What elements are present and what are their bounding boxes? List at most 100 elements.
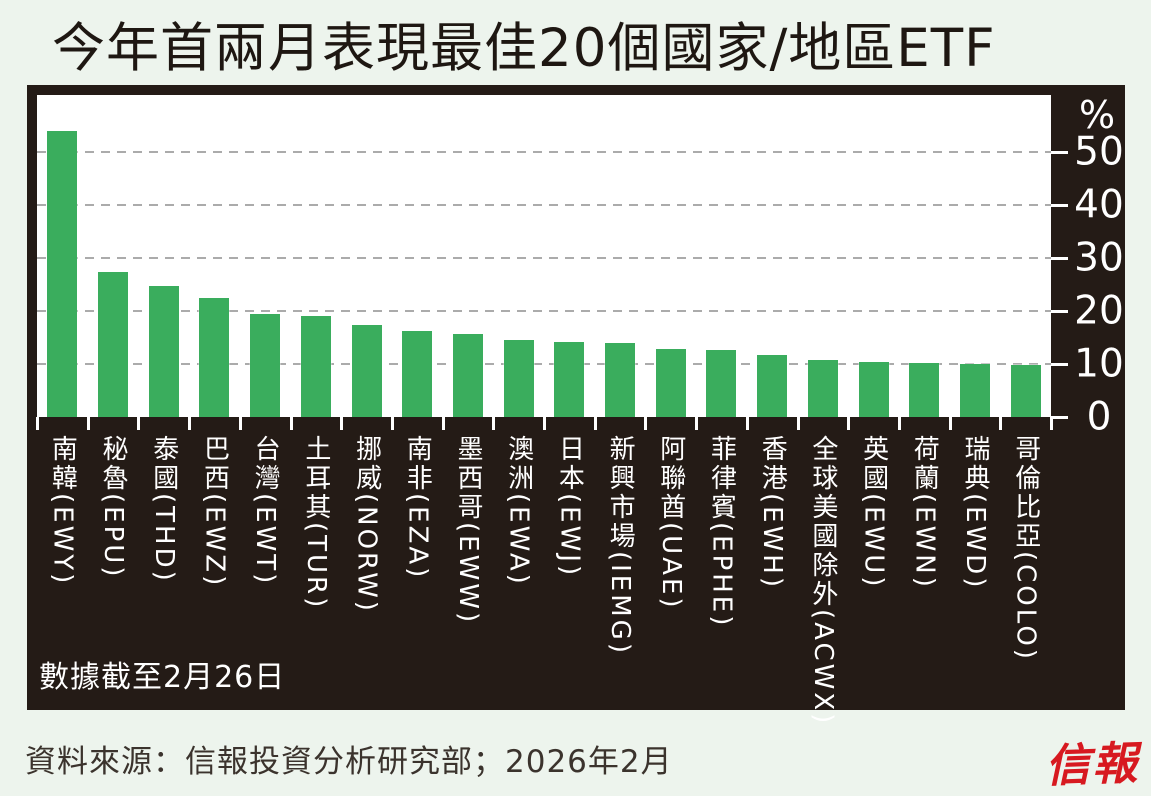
label-slot-EPU: 秘魯(EPU) — [88, 435, 139, 705]
category-label: 南韓(EWY) — [47, 435, 78, 587]
bar-EWH — [757, 355, 788, 417]
category-label: 全球美國除外(ACWX) — [807, 435, 838, 727]
category-label: 荷蘭(EWN) — [909, 435, 940, 590]
category-label: 澳洲(EWA) — [503, 435, 534, 587]
label-slot-EWA: 澳洲(EWA) — [493, 435, 544, 705]
data-cutoff-note: 數據截至2月26日 — [39, 660, 286, 695]
bar-slot-UAE — [645, 95, 696, 417]
label-slot-NORW: 挪威(NORW) — [341, 435, 392, 705]
x-tick-10 — [543, 417, 546, 430]
bar-EWT — [250, 314, 281, 417]
x-tick-18 — [949, 417, 952, 430]
category-label: 南非(EZA) — [402, 435, 433, 581]
bar-slot-EWU — [848, 95, 899, 417]
y-tick-label-10: 10 — [1074, 341, 1124, 387]
chart-frame: % 南韓(EWY) 秘魯(EPU) 泰國(THD) 巴西(EWZ) 台灣(EWT) 土耳其… — [27, 85, 1125, 727]
category-label: 台灣(EWT) — [250, 435, 281, 587]
bar-COLO — [1010, 365, 1041, 417]
gridline-50 — [37, 151, 1051, 153]
x-tick-12 — [644, 417, 647, 430]
label-slot-COLO: 哥倫比亞(COLO) — [1000, 435, 1051, 705]
label-slot-TUR: 土耳其(TUR) — [291, 435, 342, 705]
category-label: 香港(EWH) — [757, 435, 788, 590]
category-label: 挪威(NORW) — [351, 435, 382, 614]
x-tick-3 — [188, 417, 191, 430]
bar-slot-EWW — [443, 95, 494, 417]
bar-slot-EWJ — [544, 95, 595, 417]
label-slot-UAE: 阿聯酋(UAE) — [645, 435, 696, 705]
bar-ACWX — [807, 359, 838, 417]
bar-slot-EPU — [88, 95, 139, 417]
x-tick-9 — [492, 417, 495, 430]
bar-EWJ — [554, 341, 585, 417]
gridline-10 — [37, 363, 1051, 365]
bar-slot-EWH — [747, 95, 798, 417]
y-tick-30 — [1051, 257, 1068, 260]
x-tick-1 — [87, 417, 90, 430]
bar-EWD — [960, 364, 990, 417]
bar-slot-EWT — [240, 95, 291, 417]
y-tick-40 — [1051, 204, 1068, 207]
bar-EWZ — [199, 298, 230, 417]
bar-series — [37, 95, 1051, 417]
hkej-logo: 信報 — [1044, 736, 1141, 793]
bar-slot-COLO — [1000, 95, 1051, 417]
label-slot-EWW: 墨西哥(EWW) — [443, 435, 494, 705]
category-label: 哥倫比亞(COLO) — [1010, 435, 1041, 662]
y-tick-0 — [1051, 416, 1068, 419]
x-tick-5 — [290, 417, 293, 430]
bar-slot-NORW — [341, 95, 392, 417]
x-tick-17 — [898, 417, 901, 430]
x-tick-15 — [797, 417, 800, 430]
x-tick-6 — [340, 417, 343, 430]
bar-slot-IEMG — [595, 95, 646, 417]
label-slot-EWT: 台灣(EWT) — [240, 435, 291, 705]
x-tick-7 — [391, 417, 394, 430]
x-tick-8 — [442, 417, 445, 430]
x-tick-4 — [239, 417, 242, 430]
y-tick-20 — [1051, 310, 1068, 313]
x-tick-0 — [36, 417, 39, 430]
category-label: 土耳其(TUR) — [300, 435, 331, 611]
bar-slot-ACWX — [798, 95, 849, 417]
category-label: 秘魯(EPU) — [98, 435, 129, 580]
category-label-row: 南韓(EWY) 秘魯(EPU) 泰國(THD) 巴西(EWZ) 台灣(EWT) 土耳其(T… — [37, 435, 1051, 727]
y-tick-label-40: 40 — [1074, 182, 1124, 228]
y-tick-50 — [1051, 151, 1068, 154]
x-tick-19 — [999, 417, 1002, 430]
category-label: 阿聯酋(UAE) — [655, 435, 686, 611]
x-tick-13 — [695, 417, 698, 430]
category-label: 日本(EWJ) — [554, 435, 585, 579]
category-label: 泰國(THD) — [148, 435, 179, 584]
label-slot-EWZ: 巴西(EWZ) — [189, 435, 240, 705]
label-slot-IEMG: 新興市場(IEMG) — [595, 435, 646, 705]
label-slot-EWH: 香港(EWH) — [747, 435, 798, 705]
y-axis-unit-label: % — [1078, 93, 1116, 137]
label-slot-THD: 泰國(THD) — [138, 435, 189, 705]
bar-TUR — [300, 316, 331, 417]
label-slot-EZA: 南非(EZA) — [392, 435, 443, 705]
gridline-30 — [37, 257, 1051, 259]
bar-UAE — [655, 349, 686, 417]
bar-EZA — [402, 331, 433, 417]
bar-slot-EPHE — [696, 95, 747, 417]
bar-slot-EWZ — [189, 95, 240, 417]
y-tick-label-50: 50 — [1074, 129, 1124, 175]
category-label: 新興市場(IEMG) — [605, 435, 636, 656]
label-slot-EWN: 荷蘭(EWN) — [899, 435, 950, 705]
y-tick-label-0: 0 — [1086, 394, 1112, 440]
gridline-40 — [37, 204, 1051, 206]
bar-slot-EWN — [899, 95, 950, 417]
label-slot-EWJ: 日本(EWJ) — [544, 435, 595, 705]
bar-EWY — [47, 130, 78, 417]
bar-EWU — [858, 361, 889, 417]
bar-slot-TUR — [291, 95, 342, 417]
label-slot-ACWX: 全球美國除外(ACWX) — [798, 435, 849, 727]
bar-slot-EWY — [37, 95, 88, 417]
page-title: 今年首兩月表現最佳20個國家/地區ETF — [52, 18, 996, 79]
category-label: 瑞典(EWD) — [960, 435, 990, 591]
bar-IEMG — [605, 342, 636, 417]
bar-THD — [148, 286, 179, 417]
label-slot-EWU: 英國(EWU) — [848, 435, 899, 705]
